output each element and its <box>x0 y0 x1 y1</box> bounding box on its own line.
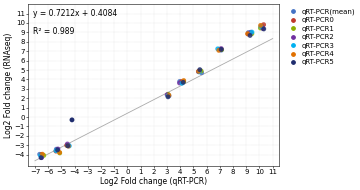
Point <box>258 25 264 28</box>
Point <box>247 34 253 37</box>
Point <box>177 82 183 85</box>
Point <box>196 70 202 73</box>
Point <box>38 156 44 159</box>
Point <box>248 31 254 34</box>
Point <box>41 154 47 157</box>
Point <box>219 47 224 50</box>
Point <box>258 24 264 27</box>
Point <box>180 81 186 84</box>
Point <box>66 144 72 147</box>
Point <box>57 151 63 154</box>
Point <box>217 48 222 51</box>
Point <box>245 32 251 35</box>
Point <box>165 94 171 97</box>
Point <box>39 156 45 159</box>
Point <box>177 80 183 83</box>
Point <box>181 80 186 83</box>
Legend: qRT-PCR(mean), qRT-PCR0, qRT-PCR1, qRT-PCR2, qRT-PCR3, qRT-PCR4, qRT-PCR5: qRT-PCR(mean), qRT-PCR0, qRT-PCR1, qRT-P… <box>285 8 356 66</box>
Point <box>55 147 61 150</box>
Point <box>219 48 225 51</box>
Point <box>164 93 170 96</box>
Point <box>249 32 255 35</box>
Point <box>260 25 265 28</box>
Point <box>39 153 44 156</box>
Point <box>257 26 263 29</box>
Point <box>179 80 185 83</box>
Point <box>219 49 224 52</box>
Point <box>165 95 171 98</box>
Point <box>55 148 60 151</box>
Point <box>198 70 204 73</box>
Point <box>165 93 171 96</box>
Point <box>195 70 201 73</box>
Point <box>65 144 71 147</box>
Point <box>246 31 251 34</box>
Point <box>66 145 71 148</box>
Point <box>37 153 42 156</box>
Point <box>64 144 69 147</box>
Point <box>260 27 266 30</box>
Point <box>57 151 63 154</box>
Point <box>64 142 70 146</box>
Point <box>216 49 222 52</box>
Point <box>64 144 70 147</box>
Point <box>69 118 75 121</box>
Text: R² = 0.989: R² = 0.989 <box>33 27 75 36</box>
Point <box>199 71 204 74</box>
Point <box>166 94 172 97</box>
Point <box>245 32 251 36</box>
Point <box>195 70 201 73</box>
Y-axis label: Log2 Fold change (RNAseq): Log2 Fold change (RNAseq) <box>4 32 13 138</box>
Point <box>165 93 171 96</box>
Point <box>196 70 202 73</box>
X-axis label: Log2 Fold change (qRT-PCR): Log2 Fold change (qRT-PCR) <box>100 177 207 186</box>
Point <box>53 148 59 151</box>
Point <box>66 144 72 147</box>
Point <box>53 149 59 152</box>
Point <box>261 27 267 30</box>
Point <box>53 150 59 153</box>
Point <box>38 154 44 157</box>
Point <box>181 79 186 82</box>
Point <box>197 68 203 71</box>
Point <box>261 23 266 26</box>
Point <box>166 94 172 97</box>
Point <box>215 47 221 50</box>
Point <box>40 153 45 156</box>
Text: y = 0.7212x + 0.4084: y = 0.7212x + 0.4084 <box>33 9 118 18</box>
Point <box>249 31 255 34</box>
Point <box>179 82 185 85</box>
Point <box>219 48 224 51</box>
